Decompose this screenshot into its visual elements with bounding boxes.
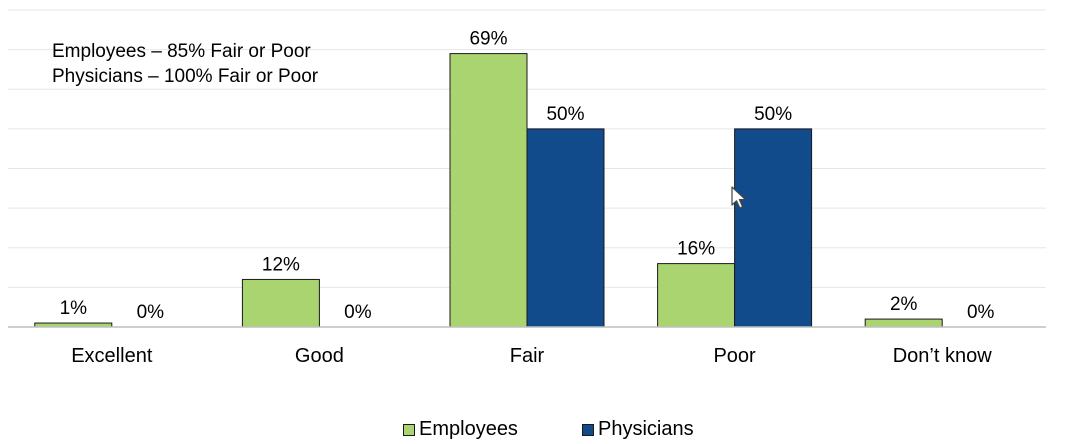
data-label-employees: 16% <box>677 239 715 260</box>
value-labels: 1% 0% 12% 0% 69% 50% 16% 50% 2% 0% <box>60 29 995 323</box>
data-label-employees: 69% <box>469 29 507 50</box>
bar-physicians <box>526 128 605 328</box>
legend: Employees Physicians <box>0 418 1074 444</box>
bar-chart: 1% 0% 12% 0% 69% 50% 16% 50% 2% 0% Excellent Good F… <box>8 9 1046 367</box>
bar-employees <box>864 318 943 328</box>
category-label: Poor <box>713 345 756 367</box>
annotation-physicians: Physicians – 100% Fair or Poor <box>52 66 319 87</box>
category-label: Excellent <box>71 345 153 367</box>
category-label: Don’t know <box>893 345 992 367</box>
category-labels: Excellent Good Fair Poor Don’t know <box>71 345 992 367</box>
bar-employees <box>449 53 528 328</box>
data-label-employees: 12% <box>262 254 300 275</box>
data-label-employees: 1% <box>60 298 88 319</box>
category-label: Good <box>295 345 344 367</box>
data-label-physicians: 0% <box>967 302 995 323</box>
legend-label-employees: Employees <box>419 418 518 440</box>
data-label-physicians: 50% <box>754 104 792 125</box>
data-label-physicians: 0% <box>137 302 165 323</box>
bar-employees <box>657 263 736 328</box>
legend-label-physicians: Physicians <box>598 418 694 440</box>
annotation-employees: Employees – 85% Fair or Poor <box>52 41 311 62</box>
data-label-physicians: 0% <box>344 302 372 323</box>
bars <box>34 53 943 328</box>
legend-swatch-physicians <box>582 423 594 436</box>
bar-physicians <box>734 128 813 328</box>
mouse-pointer-icon <box>731 186 747 209</box>
legend-item-physicians: Physicians <box>582 418 694 441</box>
legend-item-employees: Employees <box>403 418 518 441</box>
category-label: Fair <box>510 345 545 367</box>
bar-employees <box>241 278 320 328</box>
data-label-employees: 2% <box>890 294 918 315</box>
legend-swatch-employees <box>403 423 415 436</box>
data-label-physicians: 50% <box>546 104 584 125</box>
